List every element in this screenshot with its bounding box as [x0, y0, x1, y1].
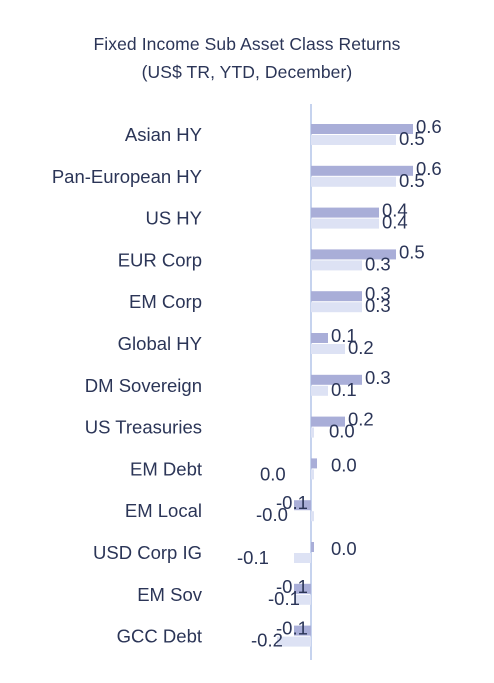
category-label: US HY	[145, 208, 202, 229]
data-label-series-1: 0.3	[365, 367, 391, 388]
bar-series-1	[311, 416, 345, 427]
bar-series-2	[311, 135, 396, 145]
data-label-series-1: -0.1	[276, 492, 308, 513]
category-label: EUR Corp	[118, 249, 202, 270]
data-label-series-2: 0.0	[260, 463, 286, 484]
data-label-series-2: 0.2	[348, 337, 374, 358]
data-label-series-1: 0.0	[331, 538, 357, 559]
bar-series-1	[311, 291, 362, 302]
bar-series-2	[311, 260, 362, 271]
bar-series-1	[311, 249, 396, 260]
category-label: EM Local	[125, 500, 202, 521]
bar-series-2	[311, 511, 314, 522]
data-label-series-2: -0.1	[237, 547, 269, 568]
bar-series-1	[311, 458, 317, 469]
category-label: Global HY	[118, 333, 202, 354]
bar-series-2	[311, 218, 379, 229]
bar-series-2	[294, 594, 311, 605]
chart-subtitle: (US$ TR, YTD, December)	[141, 62, 353, 82]
data-label-series-1: 0.1	[331, 325, 357, 346]
bar-series-1	[311, 124, 413, 134]
data-label-series-1: 0.6	[416, 158, 442, 179]
data-label-series-2: -0.0	[256, 504, 288, 525]
data-label-series-1: -0.1	[276, 576, 308, 597]
bar-series-1	[294, 583, 311, 594]
category-label: EM Debt	[130, 458, 202, 479]
bar-series-1	[311, 165, 413, 176]
category-label: US Treasuries	[85, 417, 202, 438]
category-label: Asian HY	[125, 124, 202, 145]
category-label: GCC Debt	[117, 626, 202, 647]
data-label-series-1: 0.2	[348, 409, 374, 430]
category-label: EM Sov	[137, 584, 203, 605]
bar-series-2	[311, 427, 314, 438]
category-label: USD Corp IG	[93, 542, 202, 563]
data-label-series-2: 0.4	[382, 212, 408, 233]
bar-series-1	[311, 542, 314, 552]
chart-title: Fixed Income Sub Asset Class Returns	[93, 34, 401, 54]
category-label: Pan-European HY	[52, 166, 202, 187]
category-label: DM Sovereign	[85, 375, 202, 396]
bar-series-1	[311, 374, 362, 385]
bar-series-1	[311, 207, 379, 218]
data-label-series-1: 0.3	[365, 283, 391, 304]
bar-series-1	[294, 500, 311, 511]
data-label-series-2: 0.5	[399, 128, 425, 149]
data-label-series-2: 0.0	[329, 421, 355, 442]
data-label-series-1: -0.1	[276, 618, 308, 639]
bar-series-2	[311, 344, 345, 354]
data-label-series-1: 0.5	[399, 241, 425, 262]
bar-series-2	[294, 553, 311, 563]
data-label-series-1: 0.4	[382, 200, 408, 221]
bar-series-2	[311, 469, 314, 480]
bar-series-2	[277, 636, 311, 647]
data-label-series-2: 0.3	[365, 295, 391, 316]
data-label-series-2: -0.2	[251, 630, 283, 651]
bar-series-2	[311, 302, 362, 313]
data-label-series-1: 0.0	[331, 454, 357, 475]
category-label: EM Corp	[129, 291, 202, 312]
data-label-series-2: 0.5	[399, 170, 425, 191]
data-label-series-2: 0.1	[331, 379, 357, 400]
bar-series-1	[311, 333, 328, 343]
bar-series-2	[311, 176, 396, 187]
bar-series-1	[294, 625, 311, 636]
data-label-series-1: 0.6	[416, 116, 442, 137]
bar-series-2	[311, 385, 328, 396]
data-label-series-2: 0.3	[365, 253, 391, 274]
data-label-series-2: -0.1	[268, 588, 300, 609]
